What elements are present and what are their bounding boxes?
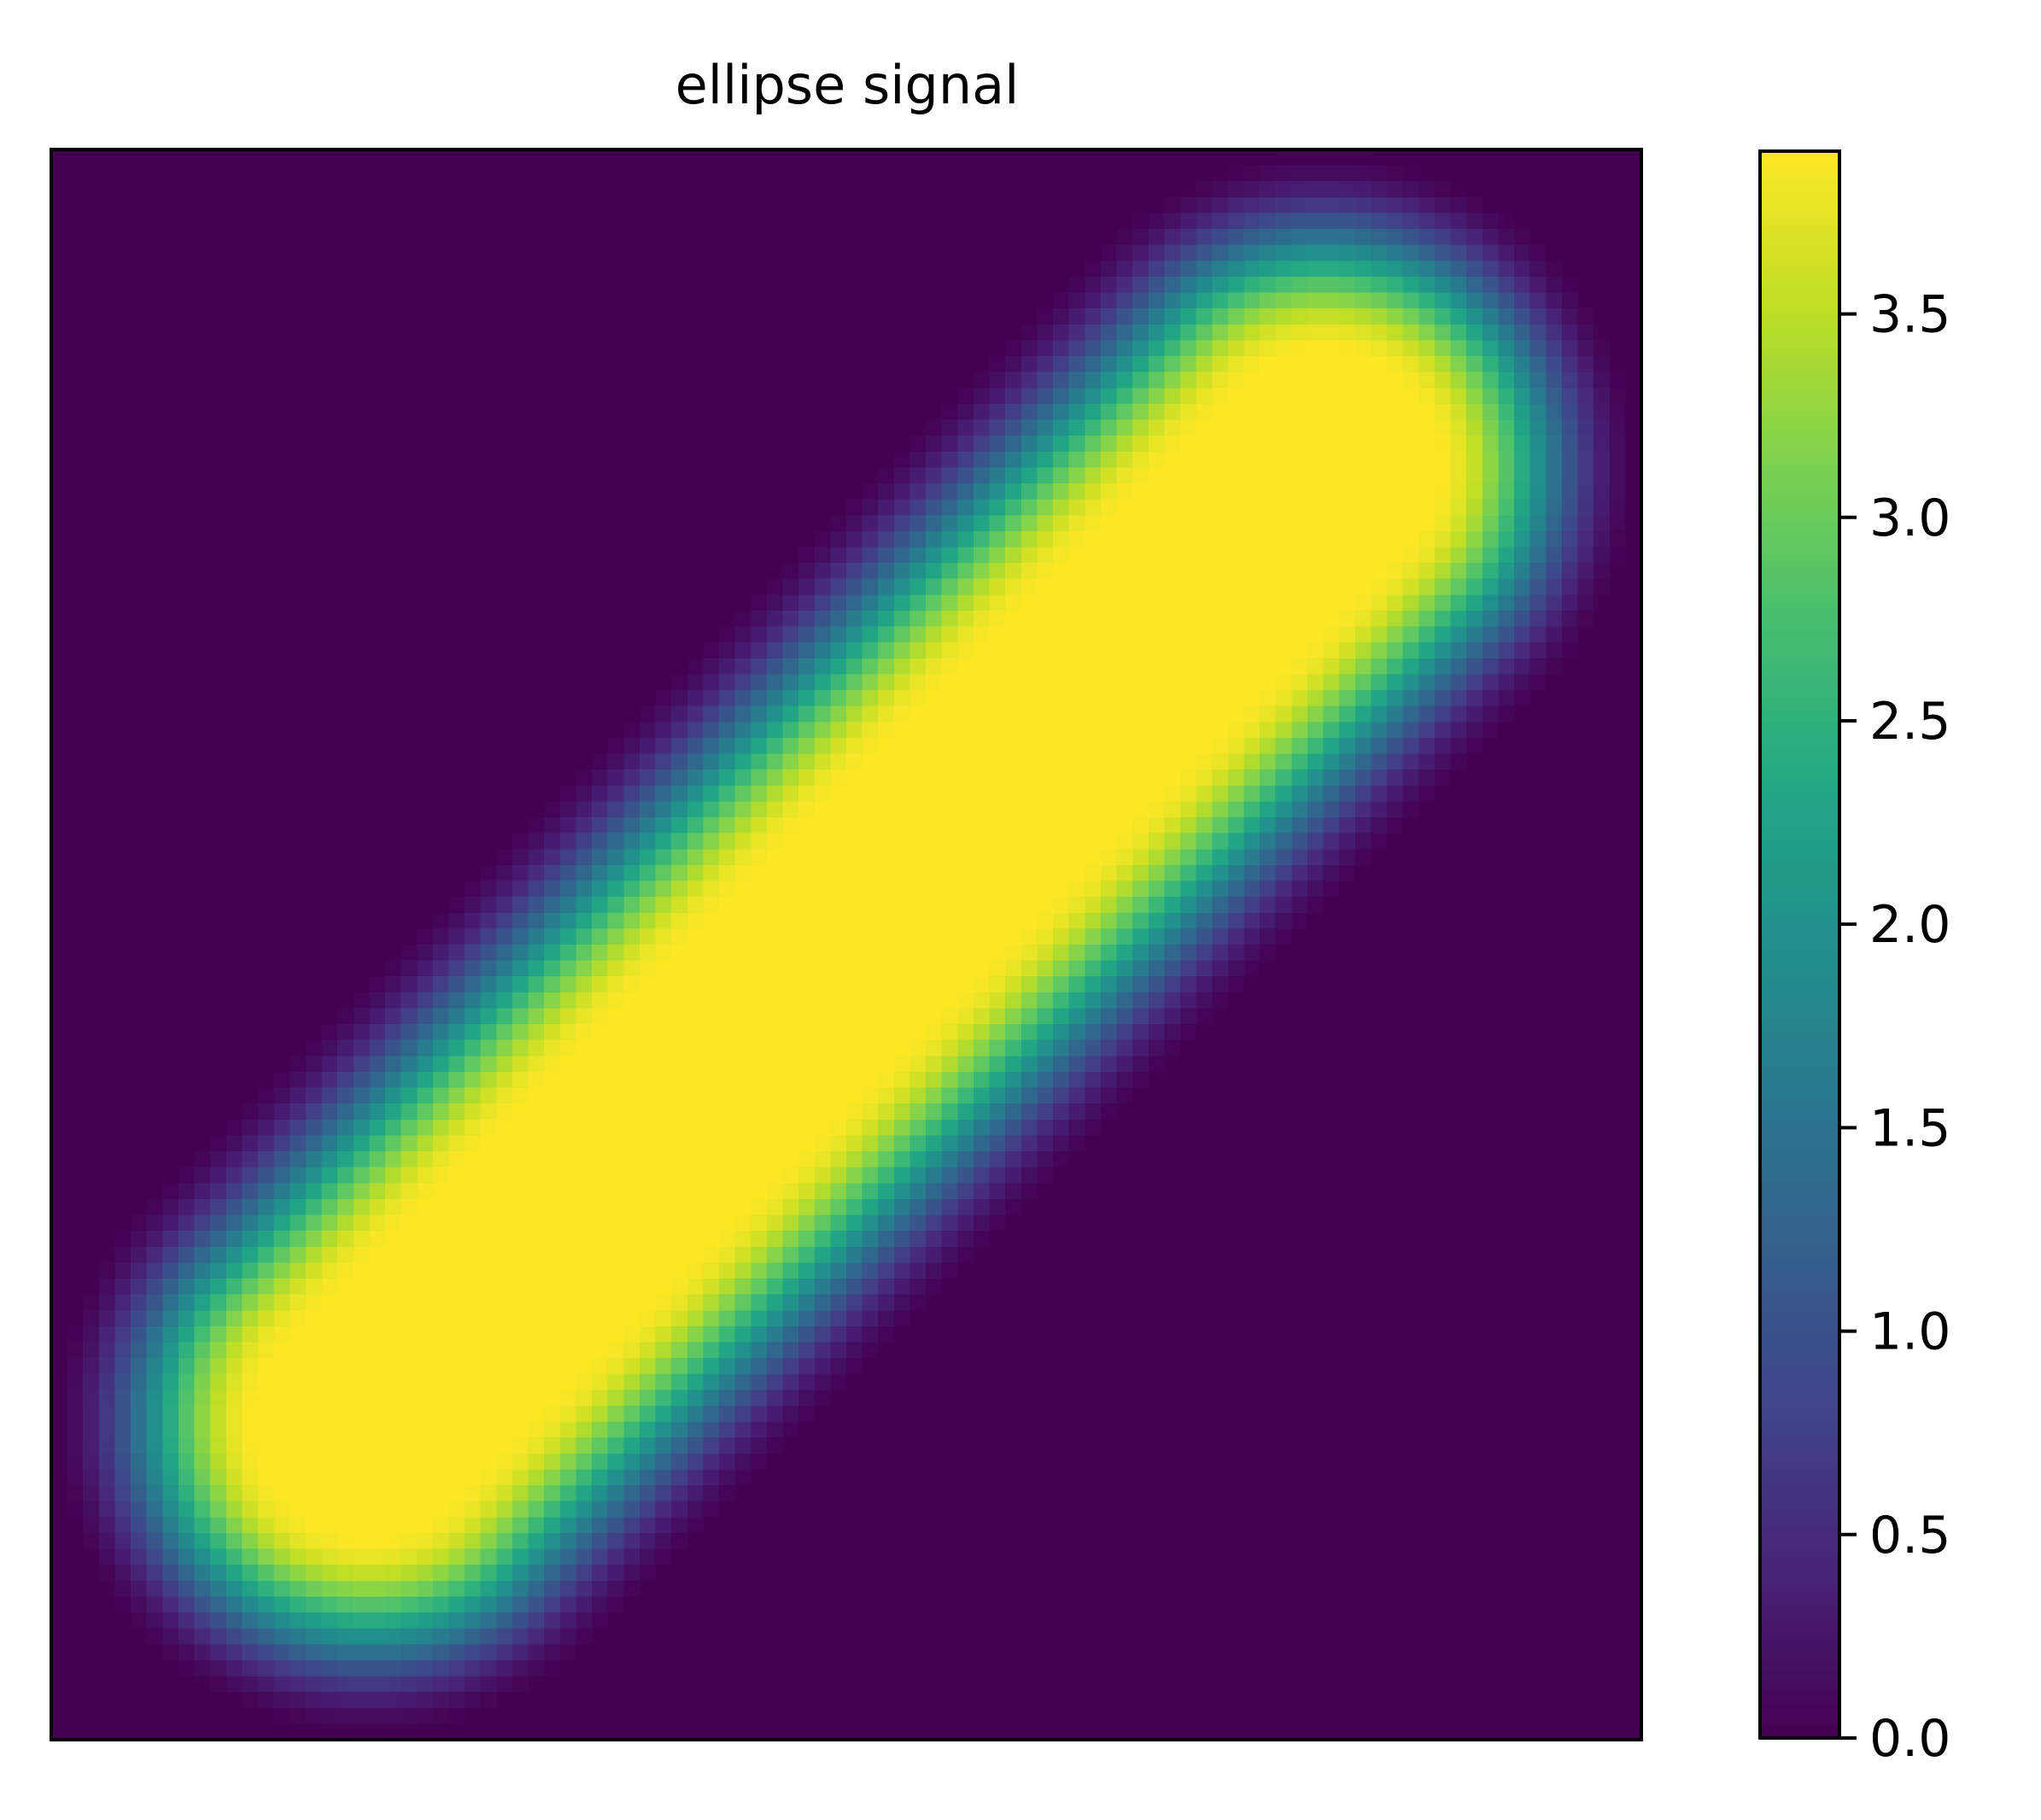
heatmap — [51, 149, 1641, 1740]
chart-title: ellipse signal — [675, 54, 1020, 116]
heatmap-image — [51, 149, 1641, 1740]
colorbar-tick-label: 2.5 — [1869, 692, 1950, 752]
plot-frame — [50, 148, 1643, 1741]
colorbar-tick-label: 0.5 — [1869, 1506, 1950, 1565]
colorbar-tick-label: 2.0 — [1869, 895, 1950, 955]
colorbar-tick-label: 3.0 — [1869, 489, 1950, 548]
colorbar — [1760, 151, 1839, 1738]
colorbar-tick-label: 0.0 — [1869, 1709, 1950, 1769]
colorbar-ticks: 0.0 0.5 1.0 1.5 2.0 2.5 3.0 3.5 — [1839, 285, 1950, 1769]
colorbar-tick-label: 1.0 — [1869, 1302, 1950, 1362]
colorbar-gradient — [1760, 151, 1839, 1738]
colorbar-frame — [1758, 149, 1841, 1740]
colorbar-tick-label: 3.5 — [1869, 285, 1950, 345]
colorbar-tick-label: 1.5 — [1869, 1098, 1950, 1158]
